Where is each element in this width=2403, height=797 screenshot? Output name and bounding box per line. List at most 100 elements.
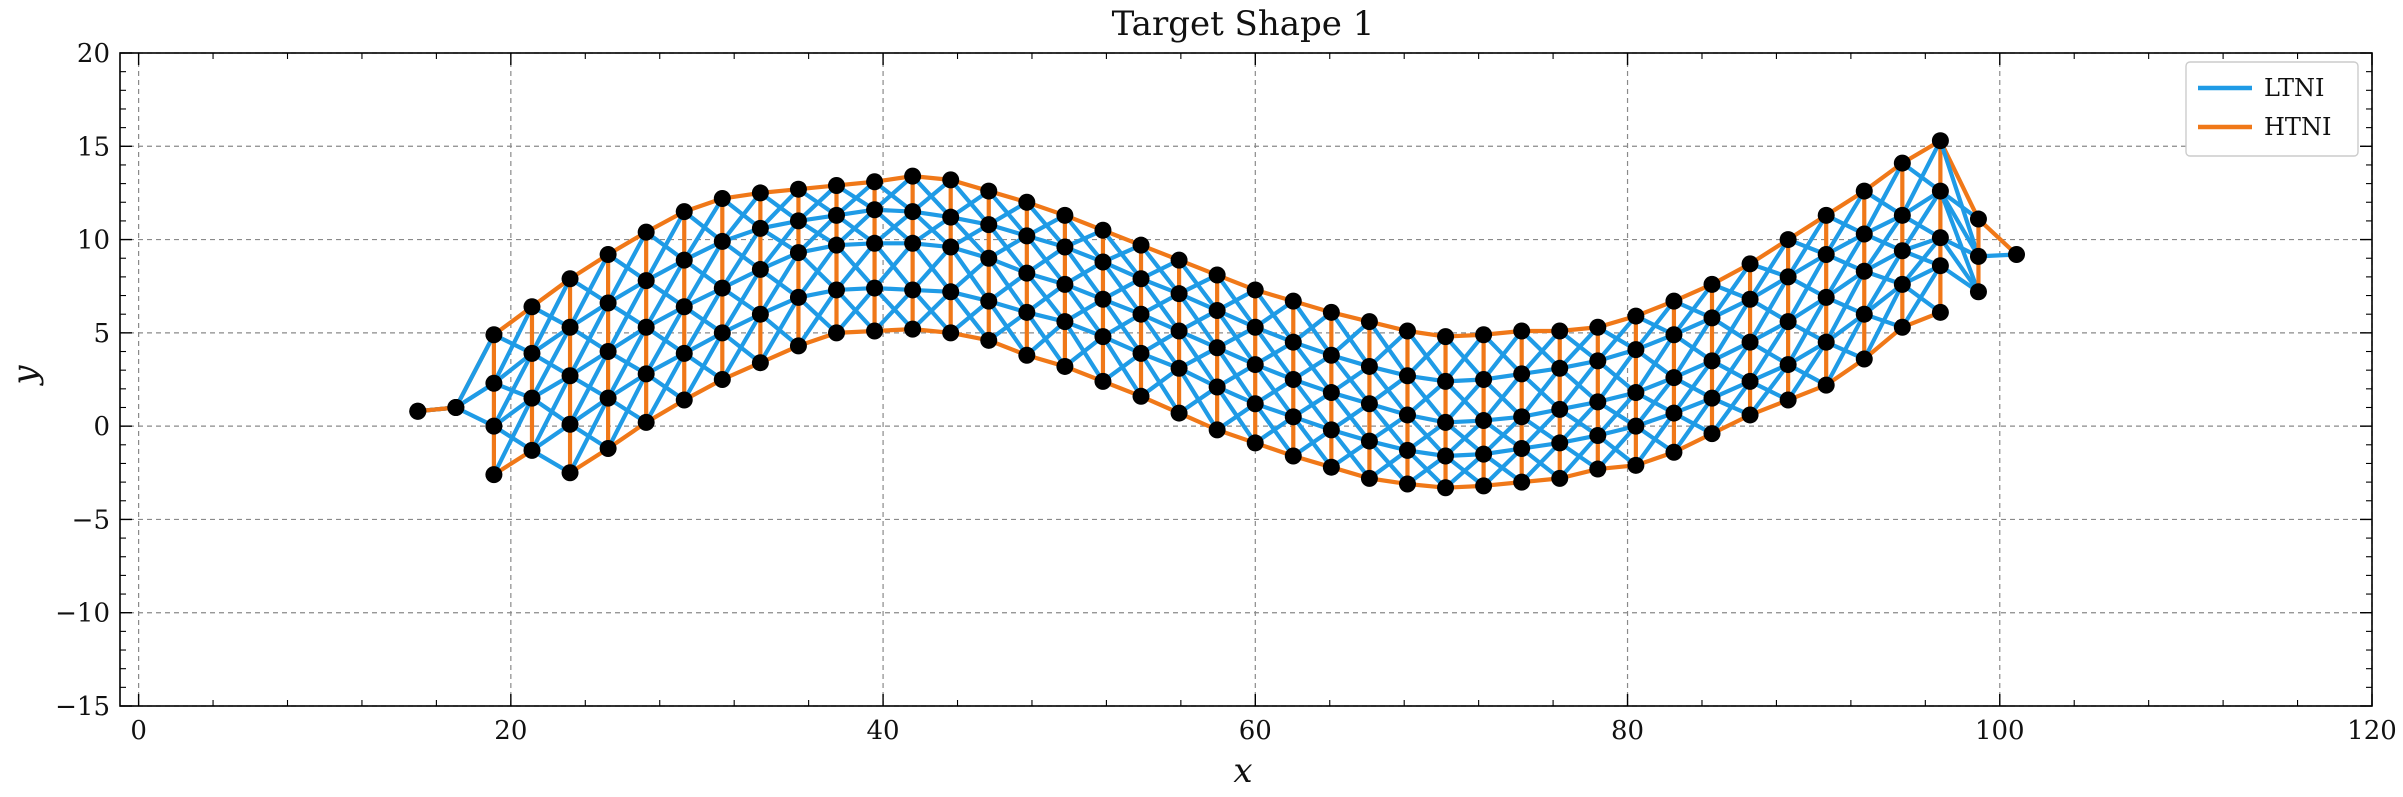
mesh-node	[1094, 328, 1112, 346]
chart-title: Target Shape 1	[1112, 4, 1375, 44]
ltni-edge	[758, 218, 801, 272]
mesh-node	[1703, 389, 1721, 407]
ltni-edge	[834, 241, 877, 293]
ltni-edge	[1443, 418, 1486, 459]
mesh-node	[1931, 229, 1949, 247]
ltni-edge	[1747, 274, 1791, 345]
mesh-node	[1893, 275, 1911, 293]
ltni-edge	[1862, 282, 1905, 362]
mesh-node	[1056, 206, 1074, 224]
mesh-node	[942, 324, 960, 342]
ltni-edge	[834, 285, 877, 335]
ltni-edge	[1481, 446, 1524, 488]
mesh-node	[1779, 391, 1797, 409]
mesh-node	[485, 374, 503, 392]
ltni-edge	[1938, 235, 1981, 294]
mesh-node	[1969, 210, 1987, 228]
ltni-edge	[644, 209, 687, 283]
y-axis-label: y	[5, 365, 45, 387]
mesh-node	[1703, 352, 1721, 370]
ltni-edge	[529, 276, 573, 356]
mesh-node	[675, 203, 693, 221]
mesh-node	[561, 464, 579, 482]
ltni-edge	[1633, 410, 1677, 468]
x-axis-label: x	[1233, 751, 1252, 791]
ltni-edge	[567, 396, 611, 475]
ltni-edge	[1862, 213, 1905, 274]
mesh-node	[1360, 357, 1378, 375]
ltni-edge	[720, 267, 763, 335]
mesh-node	[1360, 395, 1378, 413]
mesh-node	[1475, 371, 1493, 388]
ltni-edge	[1824, 312, 1867, 388]
ltni-edge	[758, 187, 801, 231]
x-tick-label: 0	[130, 716, 147, 746]
mesh-node	[1665, 443, 1683, 461]
ltni-edge	[606, 278, 649, 354]
ltni-edge	[1900, 235, 1943, 287]
grid	[120, 52, 2373, 707]
ltni-edge	[1443, 332, 1486, 384]
mesh-node	[1246, 281, 1264, 299]
mesh-node	[1208, 266, 1226, 284]
mesh-node	[828, 206, 846, 224]
ltni-edge	[720, 226, 763, 291]
ltni-edge	[606, 230, 649, 306]
ltni-edge	[1709, 261, 1753, 321]
mesh-node	[1475, 477, 1493, 495]
mesh-node	[1513, 365, 1531, 383]
ltni-edge	[682, 196, 725, 263]
mesh-node	[523, 389, 541, 407]
ltni-edge	[491, 396, 535, 477]
ltni-edge	[682, 330, 725, 403]
mesh-node	[828, 176, 846, 194]
mesh-node	[1627, 307, 1645, 325]
plot-frame	[119, 52, 2373, 707]
ltni-edge	[644, 304, 687, 377]
mesh-node	[1056, 313, 1074, 331]
mesh-node	[1170, 359, 1188, 377]
mesh-node	[1018, 264, 1036, 282]
mesh-node	[1018, 303, 1036, 321]
mesh-node	[713, 324, 731, 342]
ltni-edge	[644, 351, 687, 425]
axis-ticks	[120, 52, 2373, 707]
mesh-node	[675, 344, 693, 362]
mesh-node	[942, 171, 960, 189]
mesh-node	[675, 391, 693, 409]
ltni-edge	[1519, 328, 1562, 377]
mesh-node	[1398, 475, 1416, 493]
mesh-node	[1475, 412, 1493, 430]
mesh-node	[1513, 408, 1531, 426]
legend: LTNI HTNI	[2185, 61, 2359, 157]
y-tick-label: 20	[77, 39, 110, 69]
y-tick-label: −15	[55, 692, 110, 722]
mesh-node	[1513, 322, 1531, 340]
mesh-node	[1398, 367, 1416, 385]
ltni-edge	[1519, 366, 1562, 419]
mesh-node	[1246, 318, 1264, 336]
mesh-node	[1398, 441, 1416, 459]
mesh-node	[1284, 408, 1302, 426]
ltni-edge	[1862, 248, 1905, 317]
ltni-edge	[567, 252, 611, 330]
mesh-node	[599, 440, 617, 458]
mesh-node	[1208, 339, 1226, 357]
ltni-edge	[1747, 362, 1791, 418]
mesh-node	[637, 365, 655, 383]
mesh-node	[1589, 426, 1607, 444]
legend-label-ltni: LTNI	[2264, 74, 2324, 102]
ltni-edge	[872, 287, 915, 334]
mesh-node	[713, 232, 731, 250]
y-tick-label: 10	[77, 226, 110, 256]
ltni-edge	[529, 325, 573, 401]
mesh-node	[1132, 270, 1150, 288]
mesh-node	[485, 326, 503, 344]
ltni-edge	[567, 349, 611, 427]
mesh-node	[1208, 421, 1226, 439]
y-tick-label: 15	[77, 132, 110, 162]
mesh-node	[1779, 231, 1797, 249]
ltni-edge	[1709, 340, 1753, 401]
ltni-edge	[1824, 269, 1867, 345]
